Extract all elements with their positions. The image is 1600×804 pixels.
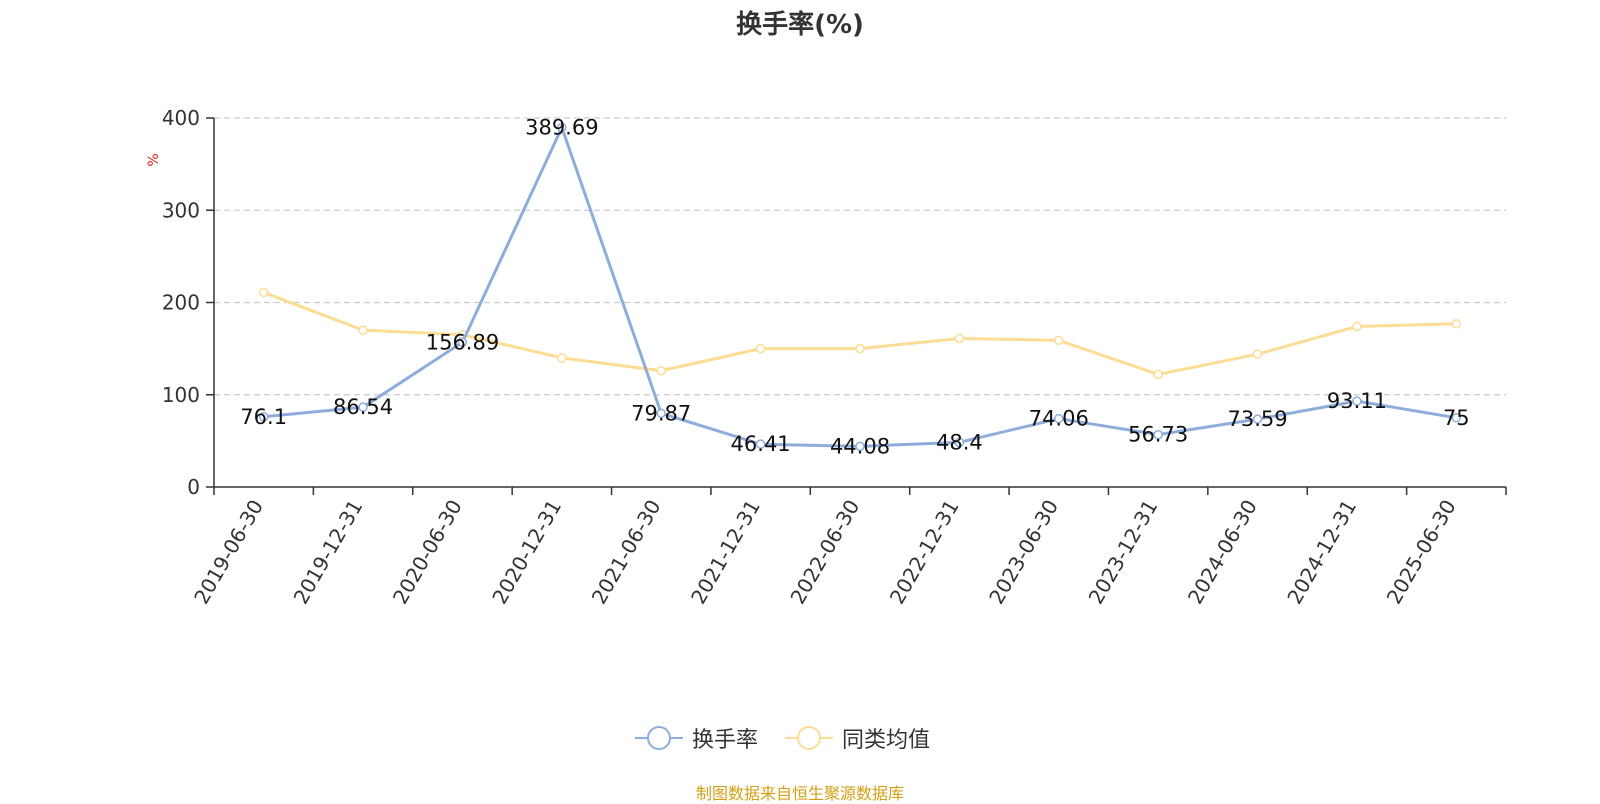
series-1-point [1252,414,1263,424]
y-tick-label: 200 [162,291,200,315]
grid-lines [214,117,1506,396]
series-1-point [1153,429,1163,440]
x-tick-label: 2025-06-30 [1382,496,1461,609]
chart-title: 换手率(%) [736,10,864,40]
series-2-point [258,287,269,298]
data-label: 74.06 [1029,407,1089,431]
series-1-point [954,437,965,448]
series-2-point [1054,335,1064,346]
series-2-point [358,325,368,335]
legend-item-series-2[interactable]: 同类均值 [785,722,930,754]
series-2-point [1252,349,1263,359]
data-label: 76.1 [240,405,287,429]
series-line-1 [263,126,1457,448]
series-2-point [755,343,766,354]
series-2-point [656,366,666,376]
x-tick-label: 2021-12-31 [686,496,765,609]
y-tick-label: 300 [162,198,200,222]
legend-label-series-1: 换手率 [692,728,759,753]
y-tick-label: 0 [187,475,200,499]
x-tick-label: 2023-12-31 [1084,496,1163,609]
data-label: 44.08 [830,434,890,458]
series-1-point [755,439,766,449]
series-1-point [557,122,567,133]
series-2-point [1153,369,1163,380]
x-tick-label: 2019-12-31 [289,496,368,609]
data-label: 389.69 [525,116,598,140]
data-label: 48.4 [936,430,983,454]
data-label: 86.54 [333,395,393,419]
data-label: 56.73 [1128,423,1188,447]
x-tick-label: 2020-12-31 [487,496,566,609]
y-tick-label: 100 [162,383,200,407]
series-1-point [1054,413,1064,424]
source-note: 制图数据来自恒生聚源数据库 [695,784,904,803]
series-2-point [1352,321,1362,332]
x-tick-label: 2020-06-30 [388,496,467,609]
legend-marker-series-2 [785,726,833,750]
data-label: 79.87 [631,401,691,425]
x-tick-label: 2022-12-31 [885,496,964,609]
x-tick-label: 2022-06-30 [785,496,864,609]
series-2-point [954,333,965,344]
y-tick-label: 400 [162,106,200,130]
series-lines [258,122,1462,452]
data-label: 73.59 [1227,407,1287,431]
x-tick-label: 2021-06-30 [587,496,666,609]
data-label: 75 [1443,406,1470,430]
series-1-point [1352,396,1362,406]
data-labels: 76.1 86.54 156.89 389.69 79.87 46.41 44.08 48.4… [240,116,1469,459]
x-tick-label: 2023-06-30 [984,496,1063,609]
series-2-point [557,353,567,363]
data-label: 46.41 [731,432,791,456]
y-axis-label: % [146,153,162,166]
y-axis-label-group: % [146,153,162,166]
series-1-point [258,412,269,422]
series-1-point [1451,413,1462,423]
legend-label-series-2: 同类均值 [842,728,931,753]
series-1-point [457,337,468,348]
series-2-point [855,343,865,354]
series-2-point [1451,318,1462,329]
legend-marker-series-1 [635,726,683,750]
x-tick-label: 2019-06-30 [189,496,268,609]
series-1-point [358,402,368,412]
data-label: 156.89 [426,330,499,354]
x-tick-label: 2024-06-30 [1183,496,1262,609]
axes: 0 100 200 300 400 2019-06-30 2019-12-31 2020-06… [162,106,1507,609]
x-tick-label: 2024-12-31 [1282,496,1361,609]
legend-item-series-1[interactable]: 换手率 [635,722,758,754]
series-1-point [656,408,666,419]
data-label: 93.11 [1327,389,1387,413]
series-1-point [855,441,865,452]
